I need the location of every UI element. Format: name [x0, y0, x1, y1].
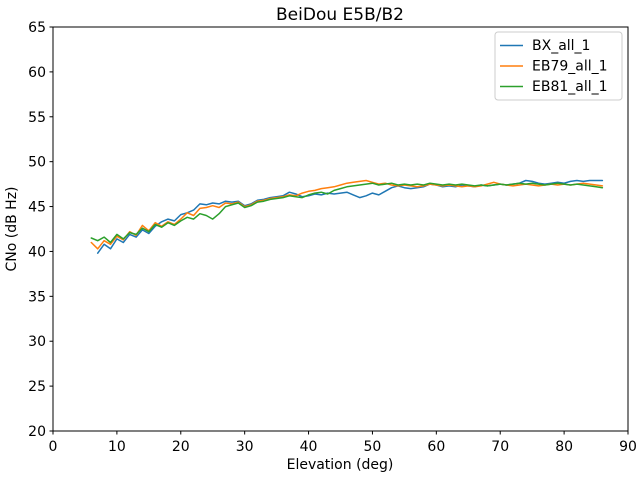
y-tick-label: 20: [28, 424, 46, 440]
x-tick-label: 50: [364, 439, 382, 455]
legend-box: [494, 31, 623, 101]
x-axis-label: Elevation (deg): [287, 457, 394, 473]
series-line-EB79_all_1: [90, 179, 604, 250]
x-tick-label: 70: [491, 439, 509, 455]
series-lines: [90, 179, 604, 254]
series-line-EB81_all_1: [90, 182, 604, 244]
x-tick-label: 20: [172, 439, 190, 455]
x-tick-label: 60: [427, 439, 445, 455]
legend-label-eb81-all-1: EB81_all_1: [532, 79, 608, 95]
chart-title: BeiDou E5B/B2: [276, 5, 404, 25]
x-tick-label: 80: [555, 439, 573, 455]
y-axis-label: CNo (dB Hz): [4, 186, 20, 271]
y-tick-label: 60: [28, 65, 46, 81]
x-tick-label: 0: [49, 439, 58, 455]
y-tick-label: 35: [28, 289, 46, 305]
y-tick-label: 50: [28, 155, 46, 171]
legend: BX_all_1 EB79_all_1 EB81_all_1: [494, 31, 623, 101]
x-tick-label: 30: [236, 439, 254, 455]
y-tick-label: 30: [28, 334, 46, 350]
y-tick-label: 45: [28, 200, 46, 216]
x-tick-label: 90: [619, 439, 637, 455]
y-tick-label: 65: [28, 20, 46, 36]
legend-label-eb79-all-1: EB79_all_1: [532, 59, 608, 75]
legend-label-bx-all-1: BX_all_1: [532, 38, 590, 54]
y-tick-label: 25: [28, 379, 46, 395]
x-tick-label: 10: [108, 439, 126, 455]
y-tick-label: 55: [28, 110, 46, 126]
x-tick-label: 40: [300, 439, 318, 455]
y-tick-label: 40: [28, 244, 46, 260]
axis-ticks: 0 10 20 30 40 50 60 70 80 90 20 25 30 35 40 45 50 55 60 65: [28, 20, 637, 455]
